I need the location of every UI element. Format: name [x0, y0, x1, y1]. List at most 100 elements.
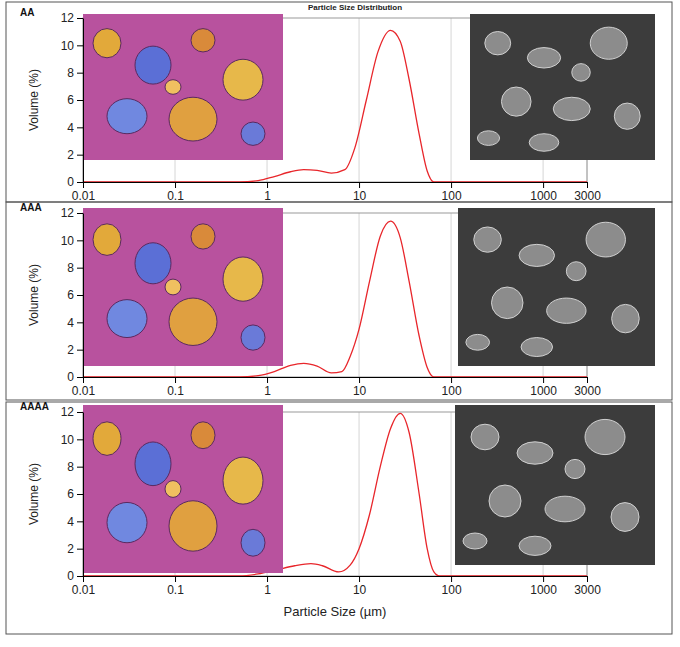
x-tick-label: 100 [442, 583, 462, 597]
crystal [191, 422, 215, 449]
x-tick: 100 [442, 576, 462, 597]
x-tick-mark [587, 182, 588, 188]
y-tick-mark [77, 521, 83, 522]
figure: 0.010.111010010003000024681012Particle S… [0, 0, 680, 647]
grid-line [451, 213, 452, 377]
y-tick-mark [77, 576, 83, 577]
y-tick: 4 [67, 316, 83, 330]
y-axis-line [83, 19, 84, 183]
y-tick-label: 4 [67, 316, 74, 330]
chart-title: Particle Size Distribution [308, 3, 402, 12]
x-tick-mark [543, 576, 544, 582]
particle [519, 244, 554, 266]
particle [566, 262, 586, 281]
x-axis-line [84, 182, 588, 183]
y-tick: 10 [61, 433, 83, 447]
y-axis-line [83, 214, 84, 378]
y-tick: 6 [67, 93, 83, 107]
x-tick-mark [359, 576, 360, 582]
particle [529, 134, 559, 152]
grid-line [359, 213, 360, 377]
particle [585, 419, 625, 454]
x-tick-label: 0.01 [72, 189, 96, 203]
particle [590, 27, 627, 59]
y-axis: 024681012 [61, 206, 84, 384]
y-tick-mark [77, 494, 83, 495]
optical-micrograph [83, 14, 283, 160]
y-tick-mark [77, 45, 83, 46]
x-tick-mark [587, 576, 588, 582]
sem-micrograph [458, 208, 655, 366]
micrograph-ground [470, 14, 655, 160]
y-tick: 8 [67, 261, 83, 275]
crystal [165, 279, 181, 295]
y-tick: 2 [67, 542, 83, 556]
y-axis-line [83, 413, 84, 577]
x-tick-label: 1000 [530, 189, 557, 203]
y-tick-label: 8 [67, 460, 74, 474]
y-tick-mark [77, 377, 83, 378]
x-tick-mark [267, 576, 268, 582]
x-tick: 1000 [530, 182, 557, 203]
particle [477, 131, 499, 146]
x-tick-label: 10 [353, 189, 367, 203]
crystal [93, 29, 121, 58]
y-tick-mark [77, 549, 83, 550]
particle [527, 48, 560, 68]
grid-line [359, 18, 360, 182]
x-axis-line [84, 377, 588, 378]
x-tick-label: 0.1 [167, 583, 184, 597]
y-tick-mark [77, 268, 83, 269]
x-tick-label: 0.01 [72, 583, 96, 597]
particle [565, 459, 585, 478]
y-tick-mark [77, 213, 83, 214]
particle [471, 424, 499, 450]
x-tick-label: 1000 [530, 384, 557, 398]
particle [586, 222, 625, 257]
y-tick: 10 [61, 39, 83, 53]
particle [463, 533, 487, 549]
y-tick-label: 10 [61, 39, 75, 53]
panel: 0.010.111010010003000024681012AAAVolume … [6, 202, 672, 400]
x-tick-mark [83, 182, 84, 188]
panel-frame [6, 402, 672, 634]
particle [501, 87, 531, 116]
particle [547, 298, 586, 323]
x-tick-mark [587, 377, 588, 383]
y-tick: 12 [61, 206, 83, 220]
y-tick-label: 10 [61, 433, 75, 447]
y-tick-label: 12 [61, 11, 75, 25]
particle [485, 32, 511, 55]
crystal [107, 99, 147, 134]
crystal [169, 298, 217, 345]
crystal [241, 325, 265, 350]
grid-line [451, 412, 452, 576]
crystal [107, 300, 147, 338]
x-tick-mark [175, 182, 176, 188]
x-tick: 0.1 [167, 576, 184, 597]
sem-micrograph [470, 14, 655, 160]
x-tick: 10 [353, 182, 367, 203]
y-tick-label: 2 [67, 343, 74, 357]
crystal [165, 80, 181, 95]
x-tick: 1 [264, 377, 271, 398]
y-tick-mark [77, 100, 83, 101]
x-tick-label: 3000 [574, 583, 601, 597]
x-tick-mark [451, 377, 452, 383]
y-tick-label: 4 [67, 515, 74, 529]
particle [466, 334, 490, 350]
crystal [241, 122, 265, 145]
panel-label: AAA [20, 202, 42, 213]
y-tick-mark [77, 350, 83, 351]
x-tick-label: 100 [442, 384, 462, 398]
micrograph-ground [83, 14, 283, 160]
x-tick-mark [83, 377, 84, 383]
crystal [223, 457, 263, 504]
crystal [241, 529, 265, 556]
x-tick-mark [359, 377, 360, 383]
x-tick: 1000 [530, 576, 557, 597]
background [0, 0, 680, 647]
particle [521, 338, 553, 357]
x-tick-mark [543, 377, 544, 383]
crystal [169, 97, 217, 141]
